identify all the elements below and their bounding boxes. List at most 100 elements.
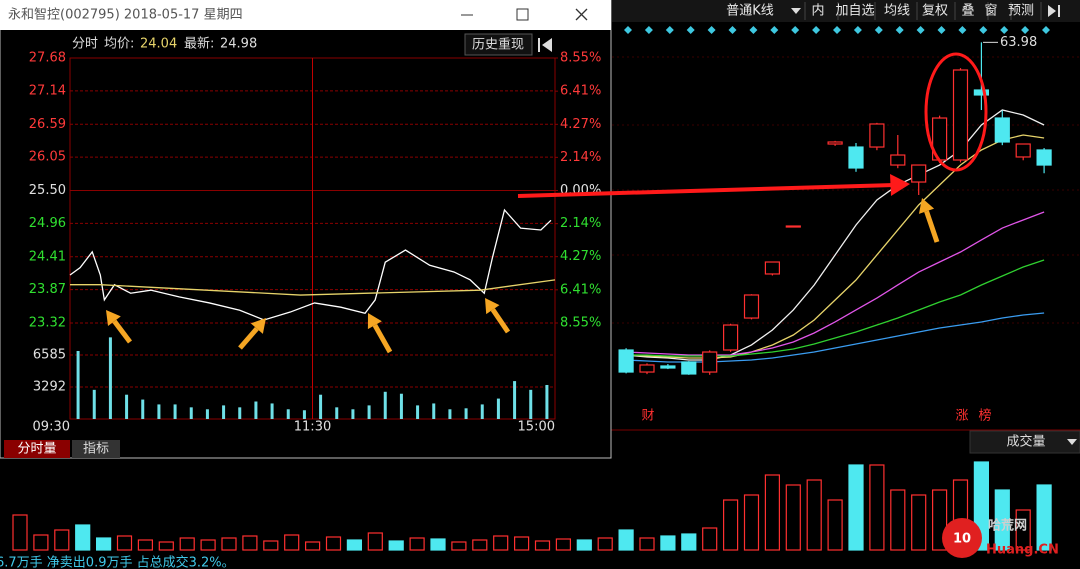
pointer-arrow-head [106, 310, 121, 326]
volume-bar [263, 540, 279, 551]
volume-bar [545, 384, 549, 419]
candle-body [785, 225, 801, 228]
tab-inactive[interactable] [72, 440, 120, 458]
toolbar-button[interactable]: 叠 [961, 4, 974, 19]
volume-dropdown[interactable] [969, 430, 1080, 454]
volume-bar [513, 536, 530, 551]
x-tick-label: 09:30 [33, 420, 70, 435]
last-label: 最新: [184, 36, 214, 52]
event-marker: 涨 [955, 409, 968, 424]
volume-bar [284, 534, 300, 551]
event-diamond [916, 26, 925, 34]
y2-tick-label: 6.41% [560, 282, 601, 297]
volume-bar [430, 538, 446, 551]
tab[interactable]: 分时量 [17, 442, 56, 457]
volume-bar [383, 391, 387, 419]
volume-bar [305, 541, 321, 551]
toolbar-button[interactable]: 复权 [922, 3, 948, 19]
volume-bar [529, 389, 533, 419]
pointer-arrow-shaft [372, 323, 393, 354]
volume-bar [325, 536, 342, 551]
window-title: 永和智控(002795) 2018-05-17 星期四 [8, 8, 243, 23]
volume-bar [179, 537, 195, 551]
volume-bar [827, 499, 843, 551]
candle-body [1036, 149, 1052, 166]
volume-bar [890, 489, 906, 551]
candle-body [952, 69, 969, 161]
tab-active[interactable] [4, 440, 70, 458]
candle-body [994, 117, 1010, 143]
volume-bar [576, 539, 592, 551]
event-marker: 财 [641, 409, 654, 424]
event-diamond [770, 26, 779, 34]
watermark-logo: 10 [953, 532, 971, 547]
event-diamond [728, 26, 737, 34]
volume-bar [931, 489, 948, 551]
history-button-label[interactable]: 历史重现 [472, 37, 524, 53]
candle-body [764, 261, 781, 275]
volume-bar [76, 350, 80, 419]
x-tick-label: 15:00 [518, 420, 555, 435]
volume-bar [157, 404, 161, 419]
volume-tick-label: 3292 [33, 380, 66, 395]
volume-bar [242, 535, 258, 551]
event-diamond [958, 26, 967, 34]
moving-average [626, 211, 1045, 356]
volume-bar [54, 529, 70, 551]
history-button[interactable] [464, 33, 533, 56]
candle-body [702, 351, 718, 373]
volume-bar [416, 405, 420, 419]
dropdown-arrow[interactable] [1067, 439, 1077, 445]
volume-bar [137, 539, 153, 551]
dropdown-arrow[interactable] [791, 8, 801, 14]
y-tick-label: 23.32 [29, 316, 66, 331]
volume-bar [743, 494, 760, 551]
volume-bar [660, 535, 676, 551]
event-diamond [874, 26, 883, 34]
candle-body [1015, 143, 1031, 158]
volume-bar [125, 394, 129, 419]
tab[interactable]: 指标 [83, 442, 109, 457]
toolbar-button[interactable]: 窗 [984, 3, 997, 19]
avg-label: 均价: [104, 37, 134, 52]
toolbar-button[interactable]: 加自选 [835, 4, 874, 19]
y2-tick-label: 8.55% [560, 51, 601, 66]
volume-bar [302, 410, 306, 419]
pointer-arrow-shaft [112, 319, 132, 344]
event-diamond [979, 26, 988, 34]
volume-bar [764, 474, 781, 551]
pointer-arrow-head [250, 318, 266, 334]
event-diamond [1021, 26, 1030, 34]
close-button[interactable] [575, 8, 588, 21]
toolbar-button[interactable]: 内 [811, 3, 824, 19]
y2-tick-label: 8.55% [560, 316, 601, 331]
event-diamond [833, 26, 841, 34]
watermark-domain: Huang.CN [986, 543, 1059, 558]
watermark-name: 哈荒网 [988, 518, 1027, 534]
y2-tick-label: 2.14% [560, 216, 601, 231]
toolbar-button[interactable]: 均线 [884, 4, 910, 19]
event-diamond [1000, 26, 1009, 34]
pointer-arrow-head [918, 198, 935, 214]
red-arrow-shaft [517, 183, 896, 198]
volume-bar [869, 464, 885, 551]
volume-bar [806, 479, 822, 551]
maximize-button[interactable] [516, 8, 529, 21]
volume-bar [722, 499, 739, 551]
history-icon[interactable] [538, 38, 552, 52]
event-diamond [791, 26, 800, 34]
candle-body [869, 123, 885, 148]
event-diamond [937, 26, 946, 34]
toolbar-button[interactable]: 预测 [1008, 4, 1034, 19]
highlight-oval [924, 52, 988, 172]
volume-bar [480, 404, 484, 419]
volume-dropdown-label[interactable]: 成交量 [1006, 434, 1045, 450]
next-icon[interactable] [1048, 5, 1060, 17]
avg-value: 24.04 [140, 37, 177, 52]
volume-bar [848, 464, 864, 551]
toolbar-button[interactable]: 普通K线 [726, 4, 774, 19]
volume-bar [270, 403, 274, 419]
candle-body [681, 361, 697, 375]
event-diamond [707, 26, 716, 34]
